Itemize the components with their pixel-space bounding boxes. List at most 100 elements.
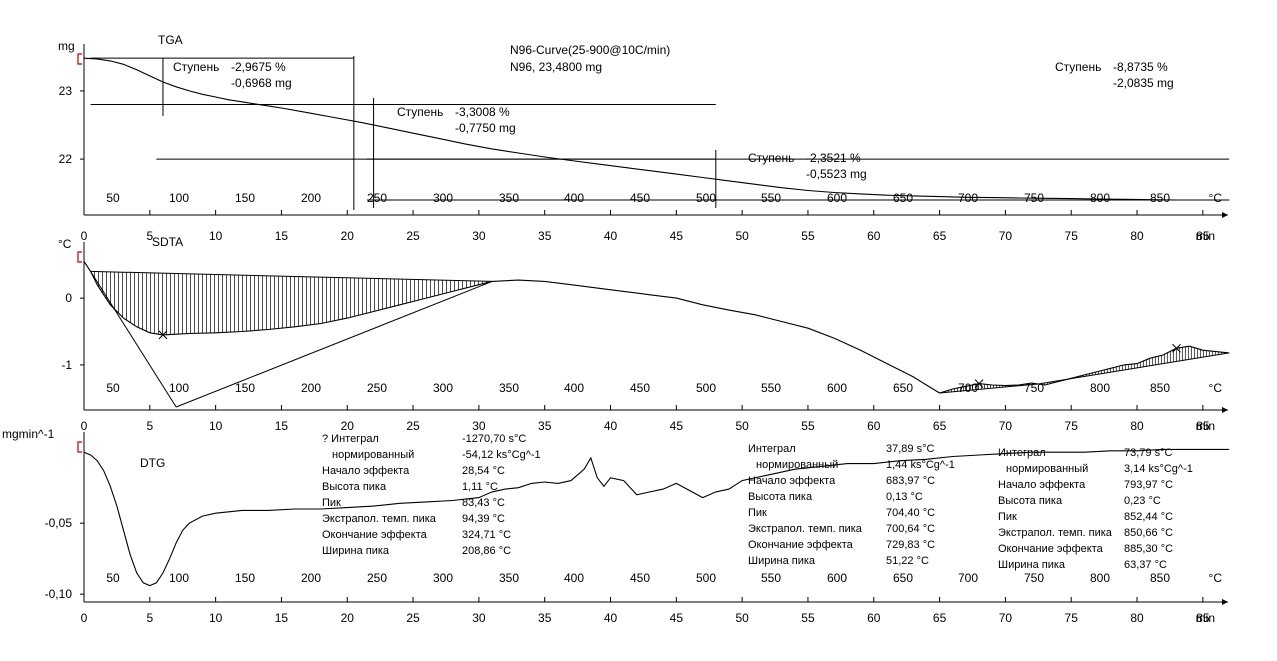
tga-temp-tick-label: 850: [1150, 191, 1170, 205]
dtg-result-value: 0,13 °C: [886, 491, 923, 503]
tga-step-percent: -2,9675 %: [231, 60, 286, 74]
sdta-time-tick-label: 45: [670, 419, 684, 433]
dtg-result-name: Ширина пика: [322, 545, 390, 557]
dtg-result-name: Высота пика: [998, 495, 1063, 507]
tga-temp-tick-label: 200: [301, 191, 321, 205]
dtg-time-tick-label: 35: [538, 611, 552, 625]
sdta-temp-tick-label: 800: [1090, 381, 1110, 395]
sdta-y-tick-label: -1: [61, 358, 72, 372]
sdta-time-tick-label: 10: [209, 419, 223, 433]
dtg-result-name: Окончание эффекта: [998, 543, 1104, 555]
dtg-result-value: 83,43 °C: [462, 497, 505, 509]
sdta-time-tick-label: 35: [538, 419, 552, 433]
dtg-time-tick-label: 80: [1130, 611, 1144, 625]
tga-curve: [83, 57, 1230, 201]
dtg-temp-tick-label: 450: [630, 571, 650, 585]
tga-step-percent: -2,3521 %: [806, 151, 861, 165]
dtg-result-name: Высота пика: [322, 481, 387, 493]
tga-step-label: Ступень: [1055, 60, 1101, 74]
dtg-result-value: 51,22 °C: [886, 555, 929, 567]
sdta-time-tick-label: 50: [735, 419, 749, 433]
dtg-time-tick-label: 25: [406, 611, 420, 625]
sdta-time-tick-label: 30: [472, 419, 486, 433]
dtg-temp-tick-label: 750: [1024, 571, 1044, 585]
dtg-time-tick-label: 45: [670, 611, 684, 625]
dtg-result-value: 704,40 °C: [886, 507, 935, 519]
sdta-temp-tick-label: 300: [433, 381, 453, 395]
dtg-temp-tick-label: 200: [301, 571, 321, 585]
tga-time-tick-label: 75: [1065, 229, 1079, 243]
dtg-result-name: нормированный: [1006, 463, 1088, 475]
dtg-temp-unit-label: °C: [1209, 571, 1223, 585]
dtg-y-label: mgmin^-1: [2, 427, 55, 441]
dtg-temp-tick-label: 50: [106, 571, 120, 585]
curve-title: N96-Curve(25-900@10C/min): [510, 43, 670, 57]
tga-time-tick-label: 60: [867, 229, 881, 243]
dtg-result-value: 208,86 °C: [462, 545, 511, 557]
dtg-result-value: 850,66 °C: [1124, 527, 1173, 539]
sdta-temp-tick-label: 850: [1150, 381, 1170, 395]
sdta-temp-tick-label: 200: [301, 381, 321, 395]
sdta-peak-baseline: [90, 270, 493, 282]
tga-temp-tick-label: 450: [630, 191, 650, 205]
sdta-temp-tick-label: 700: [958, 381, 978, 395]
dtg-result-value: 885,30 °C: [1124, 543, 1173, 555]
dtg-temp-tick-label: 500: [696, 571, 716, 585]
sdta-time-tick-label: 80: [1130, 419, 1144, 433]
dtg-time-tick-label: 55: [801, 611, 815, 625]
dtg-range-marker: [77, 441, 82, 453]
dtg-title: DTG: [140, 456, 165, 470]
dtg-result-value: 1,11 °C: [462, 481, 498, 493]
tga-temp-tick-label: 150: [235, 191, 255, 205]
dtg-time-tick-label: 50: [735, 611, 749, 625]
sdta-time-tick-label: 5: [146, 419, 153, 433]
dtg-temp-tick-label: 400: [564, 571, 584, 585]
dtg-curve: [83, 448, 1230, 587]
tga-temp-tick-label: 700: [958, 191, 978, 205]
dtg-time-tick-label: 10: [209, 611, 223, 625]
sdta-temp-tick-label: 750: [1024, 381, 1044, 395]
sdta-time-unit-label: min: [1196, 419, 1215, 433]
dtg-time-tick-label: 5: [146, 611, 153, 625]
dtg-temp-tick-label: 800: [1090, 571, 1110, 585]
dtg-result-value: -54,12 ks°Cg^-1: [462, 449, 541, 461]
dtg-result-name: Ширина пика: [998, 559, 1066, 571]
tga-step-label: Ступень: [748, 151, 794, 165]
dtg-temp-tick-label: 600: [827, 571, 847, 585]
dtg-y-tick-label: -0,10: [45, 587, 73, 601]
tga-time-tick-label: 0: [81, 229, 88, 243]
tga-time-tick-label: 65: [933, 229, 947, 243]
tga-time-tick-label: 25: [406, 229, 420, 243]
tga-time-tick-label: 5: [146, 229, 153, 243]
sdta-temp-tick-label: 450: [630, 381, 650, 395]
dtg-result-name: Начало эффекта: [322, 465, 410, 477]
tga-x-axis-arrow: [1222, 212, 1228, 218]
sdta-time-tick-label: 65: [933, 419, 947, 433]
sdta-range-marker: [77, 251, 82, 263]
dtg-result-name: Экстрапол. темп. пика: [998, 527, 1113, 539]
dtg-result-name: нормированный: [756, 459, 838, 471]
tga-temp-tick-label: 100: [169, 191, 189, 205]
tga-step-label: Ступень: [397, 105, 443, 119]
dtg-result-value: 1,44 ks°Cg^-1: [886, 459, 955, 471]
sdta-time-tick-label: 85: [1196, 419, 1210, 433]
dtg-result-name: Пик: [748, 507, 767, 519]
tga-temp-tick-label: 300: [433, 191, 453, 205]
sdta-temp-unit-label: °C: [1209, 381, 1223, 395]
dtg-result-value: 73,79 s°C: [1124, 447, 1172, 459]
dtg-result-value: 729,83 °C: [886, 539, 935, 551]
tga-time-tick-label: 35: [538, 229, 552, 243]
dtg-y-tick-label: -0,05: [45, 516, 73, 530]
dtg-time-unit-label: min: [1196, 611, 1215, 625]
tga-time-tick-label: 70: [999, 229, 1013, 243]
sdta-temp-tick-label: 50: [106, 381, 120, 395]
dtg-temp-tick-label: 300: [433, 571, 453, 585]
sdta-time-tick-label: 0: [81, 419, 88, 433]
tga-time-tick-label: 85: [1196, 229, 1210, 243]
sdta-temp-tick-label: 150: [235, 381, 255, 395]
dtg-time-tick-label: 20: [341, 611, 355, 625]
sdta-temp-tick-label: 250: [367, 381, 387, 395]
tga-time-tick-label: 10: [209, 229, 223, 243]
tga-temp-tick-label: 750: [1024, 191, 1044, 205]
dtg-result-name: нормированный: [332, 449, 414, 461]
